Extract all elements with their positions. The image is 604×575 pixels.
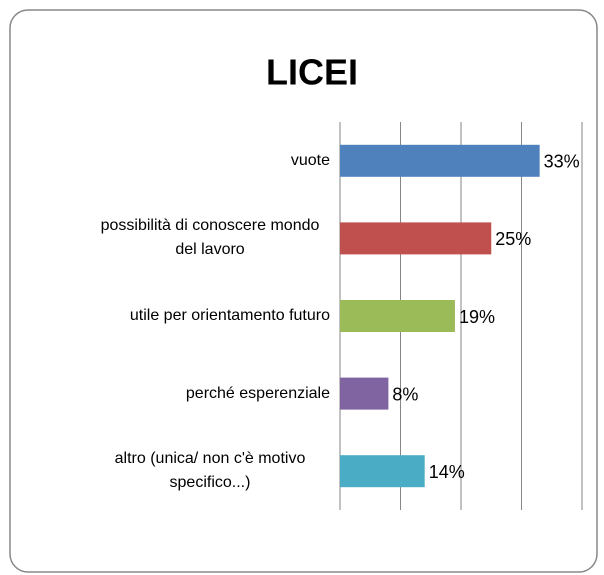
category-label: perché esperenziale: [90, 382, 330, 406]
category-label: altro (unica/ non c'è motivo specifico..…: [90, 447, 330, 495]
category-text: vuote: [290, 151, 330, 169]
bar: [340, 377, 389, 410]
category-text: utile per orientamento futuro: [129, 307, 330, 324]
category-label: possibilità di conoscere mondo del lavor…: [90, 214, 330, 262]
value-label: 8%: [392, 384, 418, 404]
category-label: utile per orientamento futuro: [90, 304, 330, 328]
bar: [340, 300, 455, 332]
category-text: possibilità di conoscere mondo del lavor…: [100, 217, 320, 259]
bar: [340, 455, 425, 488]
value-label: 25%: [495, 229, 531, 249]
category-text: perché esperenziale: [185, 384, 330, 402]
value-label: 33%: [544, 152, 580, 172]
bar: [340, 222, 492, 255]
bar: [340, 144, 540, 177]
category-label: vuote: [90, 149, 330, 173]
category-text: altro (unica/ non c'è motivo specifico..…: [114, 450, 306, 492]
value-label: 14%: [429, 462, 465, 482]
chart-title: LICEI: [266, 52, 358, 93]
value-label: 19%: [459, 307, 495, 327]
